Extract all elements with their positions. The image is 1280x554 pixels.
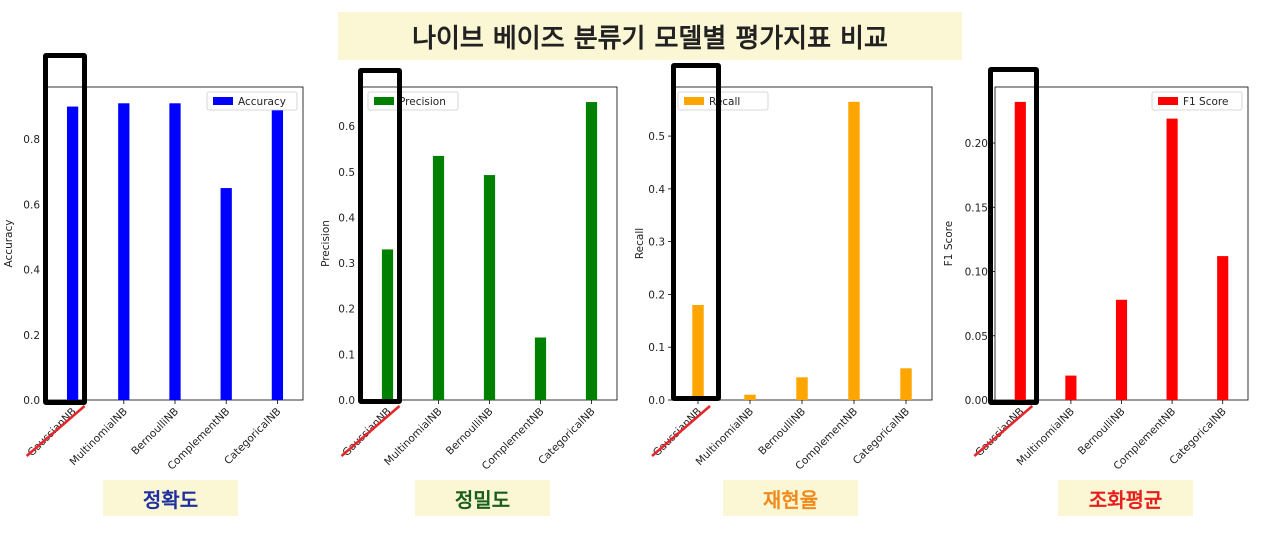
chart-accuracy: 0.0 0.2 0.4 0.6 0.8 Accuracy GaussianNB Multino… [0, 55, 330, 485]
y-axis-label: Precision [320, 220, 332, 267]
highlight-box [988, 67, 1039, 405]
highlight-underline [25, 405, 86, 457]
caption-precision: 정밀도 [415, 480, 550, 516]
highlight-box [358, 68, 402, 404]
bar-categoricalnb [900, 368, 912, 400]
bar-complementnb [534, 337, 547, 400]
y-tick-label: 0.2 [23, 330, 40, 342]
legend: Accuracy [206, 91, 298, 111]
chart-svg: 0.00.20.40.60.8AccuracyGaussianNBMultino… [3, 86, 304, 472]
y-tick-label: 0.2 [338, 304, 355, 316]
y-tick-label: 0.05 [965, 331, 988, 343]
y-tick-label: 0.3 [338, 258, 355, 270]
legend-label: F1 Score [1183, 96, 1228, 108]
caption-f1-score: 조화평균 [1058, 480, 1193, 516]
chart-precision: 0.0 0.1 0.2 0.3 0.4 0.5 0.6 Precision GaussianNB… [320, 55, 650, 485]
bar-complementnb [848, 101, 860, 401]
y-tick-label: 0.6 [23, 199, 40, 211]
y-tick-label: 0.4 [23, 265, 40, 277]
highlight-box [671, 63, 721, 401]
y-tick-label: 0.4 [338, 212, 355, 224]
chart-f1-score: 0.00 0.05 0.10 0.15 0.20 F1 Score GaussianNB Mu… [940, 55, 1270, 485]
y-tick-label: 0.5 [648, 131, 665, 143]
bar-complementnb [220, 188, 232, 400]
caption-recall: 재현율 [723, 480, 858, 516]
y-tick-label: 0.0 [338, 395, 355, 407]
y-tick-label: 0.3 [648, 237, 665, 249]
highlight-underline [651, 405, 711, 457]
bar-bernoullinb [796, 377, 808, 400]
bar-bernoullinb [1115, 299, 1128, 400]
bar-bernoullinb [169, 103, 181, 401]
y-axis-label: F1 Score [943, 221, 955, 266]
bar-multinomialnb [118, 103, 130, 401]
legend: F1 Score [1151, 91, 1243, 111]
y-tick-label: 0.5 [338, 167, 355, 179]
bar-gaussiannb [692, 304, 704, 400]
bar-categoricalnb [585, 102, 598, 400]
y-tick-label: 0.0 [648, 395, 665, 407]
y-tick-label: 0.6 [338, 121, 355, 133]
main-title: 나이브 베이즈 분류기 모델별 평가지표 비교 [338, 12, 962, 60]
y-tick-label: 0.1 [338, 349, 355, 361]
y-tick-label: 0.2 [648, 289, 665, 301]
chart-svg: 0.00.10.20.30.40.50.6PrecisionGaussianNB… [320, 86, 618, 472]
bar-multinomialnb [1065, 375, 1077, 400]
bar-bernoullinb [483, 175, 496, 400]
y-axis-label: Accuracy [3, 220, 15, 268]
legend: Precision [367, 91, 459, 111]
highlight-underline [340, 405, 401, 457]
x-tick-label: BernoulliNB [1076, 406, 1128, 458]
legend-swatch [684, 97, 704, 105]
x-tick-label: CategoricalNB [851, 406, 912, 467]
highlight-box [43, 53, 87, 405]
legend-swatch [213, 97, 233, 105]
bar-gaussiannb [1014, 101, 1026, 401]
legend-swatch [1158, 97, 1178, 105]
bar-complementnb [1166, 118, 1178, 401]
bar-multinomialnb [432, 155, 445, 400]
y-tick-label: 0.4 [648, 184, 665, 196]
x-tick-label: BernoulliNB [756, 406, 808, 458]
y-axis-label: Recall [634, 228, 646, 259]
legend-label: Precision [399, 96, 446, 108]
bar-multinomialnb [744, 394, 756, 400]
y-tick-label: 0.20 [965, 138, 988, 150]
bar-gaussiannb [66, 106, 79, 400]
x-tick-label: BernoulliNB [129, 406, 181, 458]
y-tick-label: 0.10 [965, 267, 988, 279]
legend-swatch [374, 97, 394, 105]
y-tick-label: 0.15 [965, 202, 988, 214]
y-tick-label: 0.00 [965, 395, 988, 407]
x-tick-label: BernoulliNB [444, 406, 496, 458]
bar-categoricalnb [1217, 256, 1229, 400]
y-tick-label: 0.0 [23, 395, 40, 407]
y-tick-label: 0.8 [23, 134, 40, 146]
highlight-underline [973, 405, 1034, 457]
y-tick-label: 0.1 [648, 342, 665, 354]
bar-gaussiannb [381, 249, 394, 400]
legend-label: Accuracy [238, 96, 286, 108]
caption-accuracy: 정확도 [103, 480, 238, 516]
bar-categoricalnb [271, 103, 284, 401]
